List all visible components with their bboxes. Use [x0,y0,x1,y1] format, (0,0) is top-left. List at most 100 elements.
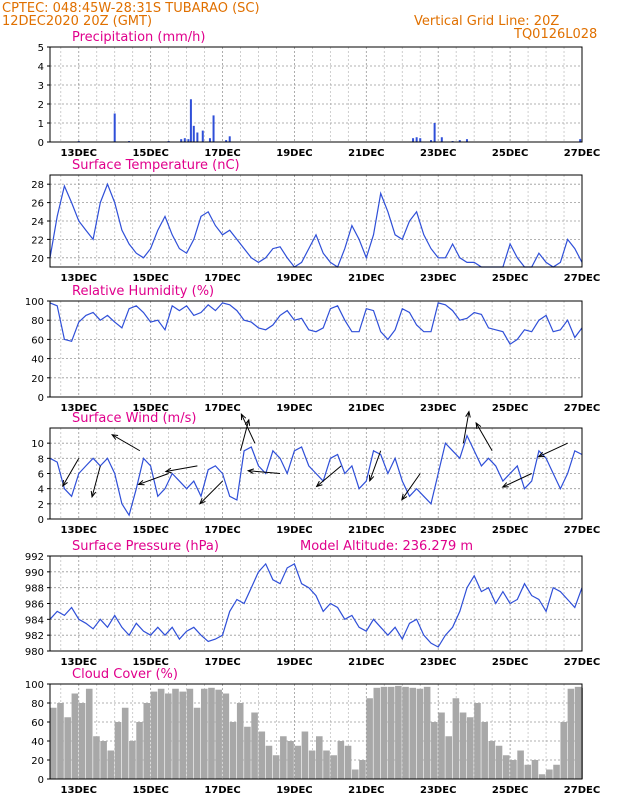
x-tick-label: 15DEC [132,403,168,414]
x-tick-label: 25DEC [492,148,528,159]
precip-bar [225,140,228,142]
x-tick-label: 23DEC [420,785,456,796]
x-tick-label: 19DEC [276,273,312,284]
x-tick-label: 13DEC [61,657,97,668]
x-tick-label: 17DEC [204,403,240,414]
cloud-bar [193,707,201,779]
precip-bar [113,113,116,142]
x-tick-label: 19DEC [276,525,312,536]
cloud-bar [200,688,208,779]
cloud-bar [438,712,445,779]
wind-arrow-head [244,418,251,426]
precip-bar [412,138,415,142]
cloud-bar [308,750,316,779]
x-tick-label: 17DEC [204,148,240,159]
x-tick-label: 23DEC [420,657,456,668]
y-tick-label: 0 [38,393,44,404]
x-tick-label: 27DEC [564,785,600,796]
panel-title: Surface Pressure (hPa) [72,539,219,554]
x-tick-label: 21DEC [348,403,384,414]
cloud-bar [287,741,294,779]
x-tick-label: 13DEC [61,403,97,414]
y-tick-label: 982 [25,631,44,642]
y-tick-label: 984 [25,615,44,626]
wind-arrow [91,465,101,497]
panel-frame [49,46,583,143]
cloud-bar [387,686,395,779]
x-tick-label: 19DEC [276,785,312,796]
cloud-bar [567,688,575,779]
cloud-bar [531,760,539,779]
cloud-bar [395,685,402,779]
cloud-bar [502,755,510,779]
cloud-bar [574,686,582,779]
x-tick-label: 21DEC [348,525,384,536]
cloud-bar [236,703,244,779]
series-line [49,182,583,268]
y-tick-label: 8 [38,454,44,465]
cloud-bar [50,707,57,779]
y-tick-label: 2 [38,500,44,511]
panel-title: Relative Humidity (%) [72,284,214,299]
x-tick-label: 15DEC [132,148,168,159]
y-tick-label: 988 [25,584,44,595]
panel-title: Cloud Cover (%) [72,667,178,682]
wind-arrow-head [137,479,145,486]
y-tick-label: 0 [38,515,44,526]
panel-frame [49,300,583,398]
precip-bar [189,99,192,142]
panel-frame [49,174,583,268]
wind-arrow-head [199,497,206,505]
header-run-time: 12DEC2020 20Z (GMT) [2,14,152,29]
cloud-bar [280,736,287,779]
x-tick-label: 15DEC [132,785,168,796]
wind-arrow-head [315,480,323,488]
cloud-bar [172,688,179,779]
wind-arrow [462,411,470,444]
cloud-bar [272,755,280,779]
precip-bar [212,115,215,142]
wind-arrow [165,465,198,472]
cloud-bar [423,686,431,779]
precip-bar [201,130,204,142]
cloud-bar [524,764,532,779]
x-tick-label: 27DEC [564,657,600,668]
precip-bar [579,139,582,142]
wind-arrow [369,450,382,481]
wind-arrow [538,442,568,458]
panel-frame [49,683,583,780]
cloud-bar [316,736,323,779]
series-line [49,433,583,517]
cloud-bar [344,745,352,779]
cloud-bar [351,769,359,779]
y-tick-label: 6 [38,470,44,481]
x-tick-label: 25DEC [492,785,528,796]
cloud-bar [100,741,107,779]
y-tick-label: 22 [31,235,44,246]
precip-bar [192,125,195,142]
cloud-bar [481,722,488,779]
cloud-bar [553,764,560,779]
precip-bar [465,139,468,142]
cloud-bar [157,688,165,779]
x-tick-label: 17DEC [204,657,240,668]
panel-title: Precipitation (mm/h) [72,30,205,45]
cloud-bar [495,745,503,779]
y-tick-label: 2 [38,100,44,111]
cloud-bar [85,688,93,779]
x-tick-label: 17DEC [204,785,240,796]
wind-arrow-head [246,468,255,474]
wind-arrow-head [90,490,97,499]
y-tick-label: 10 [31,439,44,450]
cloud-bar [229,722,237,779]
x-tick-label: 23DEC [420,525,456,536]
header-station: CPTEC: 048:45W-28:31S TUBARAO (SC) [2,1,260,16]
x-tick-label: 25DEC [492,403,528,414]
wind-arrow [475,422,493,452]
cloud-bar [546,769,553,779]
precip-bar [458,140,461,142]
y-tick-label: 3 [38,81,44,92]
precip-bar [183,138,186,142]
cloud-bar [330,755,337,779]
